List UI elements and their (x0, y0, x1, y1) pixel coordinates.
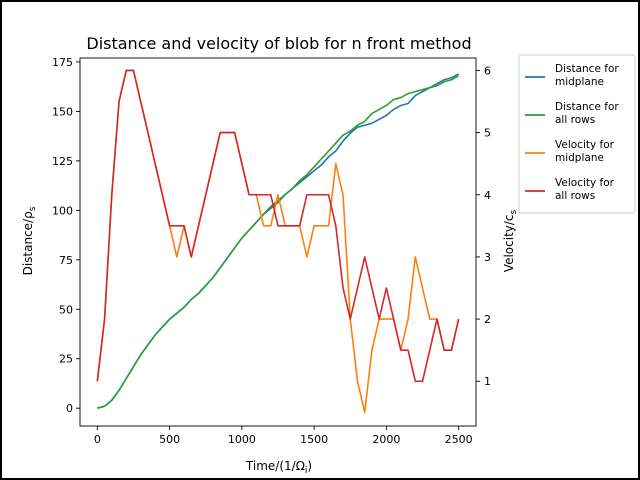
series-line-1 (97, 75, 460, 409)
y-right-tick-label: 3 (484, 251, 491, 264)
y-left-tick-label: 100 (52, 204, 73, 217)
legend-box (518, 54, 636, 214)
x-axis-label: Time/(1/Ωi) (245, 459, 312, 476)
axes-frame (79, 57, 477, 427)
legend-label-1: Distance for all rows (555, 101, 619, 126)
y-left-tick-label: 25 (59, 353, 73, 366)
x-tick-label: 2500 (445, 433, 473, 446)
y-left-tick-label: 175 (52, 56, 73, 69)
y-right-tick-label: 5 (484, 127, 491, 140)
legend-label-3: Velocity for all rows (555, 177, 615, 202)
x-tick-label: 1500 (300, 433, 328, 446)
x-tick-label: 500 (159, 433, 180, 446)
legend-label-0: Distance for midplane (555, 63, 619, 88)
legend-label-2: Velocity for midplane (555, 139, 615, 164)
y-right-tick-label: 6 (484, 64, 491, 77)
axes: 0 500 1000 1500 2000 250002550751001251501751… (52, 56, 491, 446)
chart-title: Distance and velocity of blob for n fron… (86, 34, 471, 53)
y-left-tick-label: 50 (59, 303, 73, 316)
y-left-tick-label: 125 (52, 155, 73, 168)
y-right-tick-label: 2 (484, 313, 491, 326)
y-left-tick-label: 0 (66, 402, 73, 415)
series-line-3 (96, 69, 460, 383)
x-tick-label: 2000 (372, 433, 400, 446)
x-tick-label: 0 (94, 433, 101, 446)
legend: Distance for midplane Distance for all rows… (518, 54, 636, 214)
plot-background (80, 58, 476, 426)
plot-area (80, 58, 476, 426)
y-left-tick-label: 150 (52, 105, 73, 118)
y-axis-right-label: Velocity/cs (502, 209, 519, 272)
y-axis-left-label: Distance/ρs (21, 206, 38, 275)
y-right-tick-label: 1 (484, 375, 491, 388)
y-right-tick-label: 4 (484, 189, 491, 202)
y-left-tick-label: 75 (59, 254, 73, 267)
x-tick-label: 1000 (228, 433, 256, 446)
